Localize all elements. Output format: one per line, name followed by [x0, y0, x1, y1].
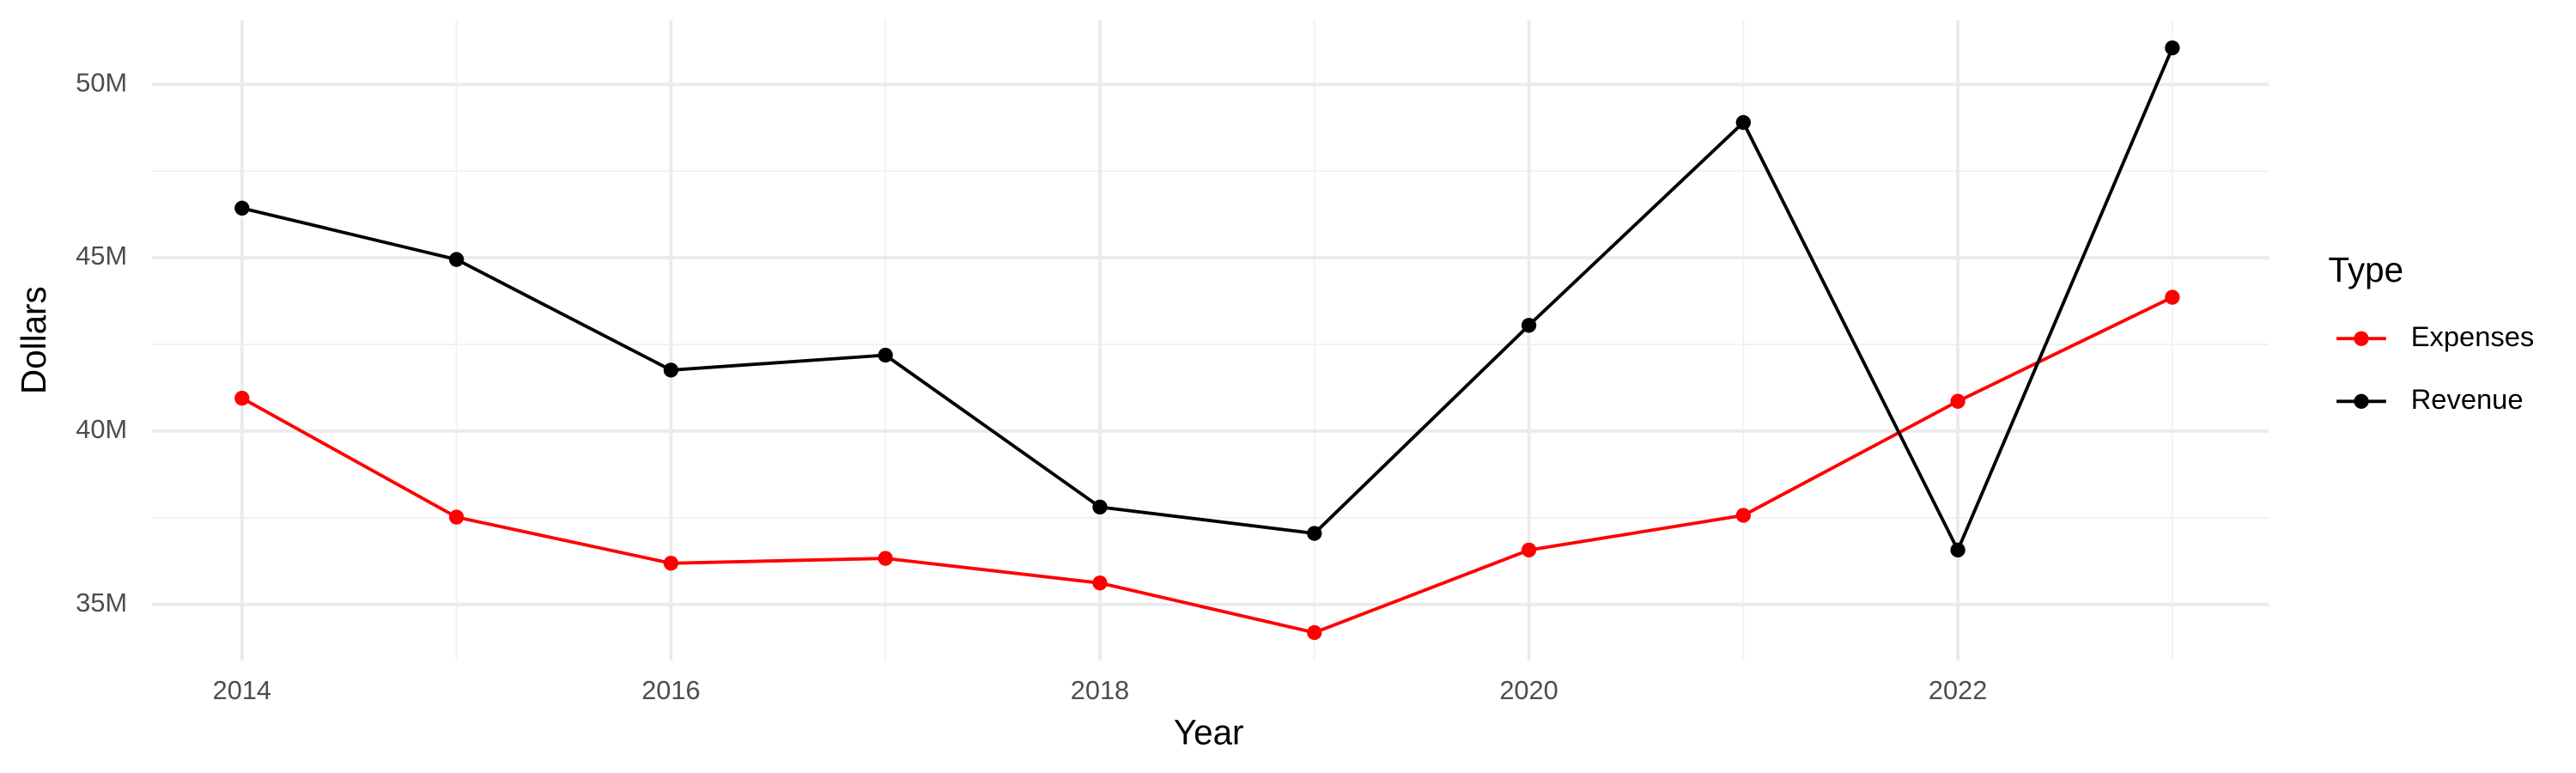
data-point: [663, 362, 679, 378]
legend-key-point: [2354, 393, 2369, 409]
data-point: [1521, 318, 1537, 333]
data-point: [2165, 289, 2180, 305]
data-point: [1735, 508, 1751, 523]
data-point: [234, 390, 250, 406]
series-line: [241, 47, 2174, 554]
data-point: [1307, 526, 1322, 541]
x-tick-label: 2018: [1071, 675, 1129, 705]
y-tick-label: 35M: [76, 587, 127, 618]
x-tick-label: 2020: [1499, 675, 1558, 705]
x-axis-label: Year: [1174, 712, 1244, 752]
data-point: [2165, 40, 2180, 56]
data-point: [234, 200, 250, 216]
data-point: [448, 252, 465, 267]
data-point: [1950, 393, 1965, 409]
data-point: [1521, 542, 1537, 558]
data-point: [448, 509, 465, 525]
x-tick-label: 2014: [213, 675, 271, 705]
y-tick-label: 40M: [76, 414, 127, 444]
data-point: [1307, 624, 1322, 641]
data-point: [878, 551, 893, 566]
data-point: [1092, 575, 1108, 591]
data-point: [663, 556, 679, 571]
legend-title: Type: [2329, 250, 2404, 289]
data-point: [1092, 499, 1108, 515]
x-tick-label: 2016: [641, 675, 700, 705]
legend-label: Expenses: [2411, 320, 2535, 352]
y-tick-label: 50M: [76, 67, 127, 97]
series-line: [240, 295, 2173, 635]
y-tick-label: 45M: [76, 240, 127, 271]
legend-key-point: [2354, 331, 2369, 346]
data-point: [878, 347, 893, 363]
data-point: [1950, 542, 1965, 558]
data-point: [1735, 114, 1751, 131]
legend-label: Revenue: [2411, 383, 2524, 415]
y-axis-label: Dollars: [14, 286, 53, 394]
x-tick-label: 2022: [1929, 675, 1987, 705]
